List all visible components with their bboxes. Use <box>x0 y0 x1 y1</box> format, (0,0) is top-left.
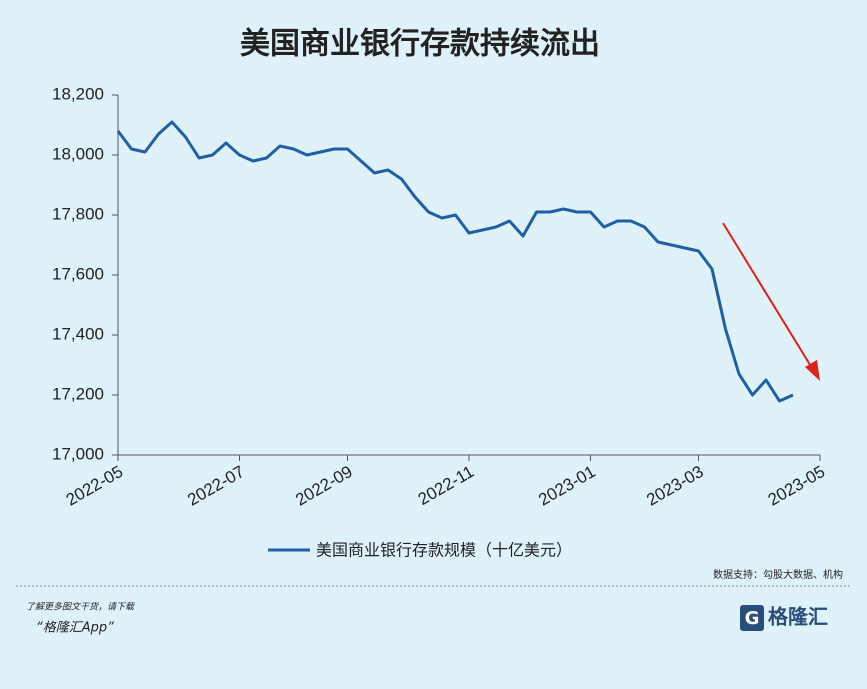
footer-app: “格隆汇App” <box>36 621 114 636</box>
series-line <box>116 120 794 403</box>
y-tick-label: 17,800 <box>52 204 104 223</box>
trend-arrow <box>722 222 813 369</box>
x-tick-label: 2023-05 <box>765 462 829 510</box>
y-tick-label: 17,600 <box>52 264 104 283</box>
y-tick-label: 18,200 <box>52 84 104 103</box>
x-tick-label: 2022-11 <box>415 462 477 509</box>
y-tick-label: 18,000 <box>52 144 104 163</box>
source: 数据支持：勾股大数据、机构 <box>713 568 843 581</box>
y-tick-label: 17,200 <box>52 384 104 403</box>
chart-title: 美国商业银行存款持续流出 <box>240 27 600 62</box>
logo-icon-letter: G <box>745 608 760 629</box>
x-tick-label: 2023-01 <box>535 462 599 510</box>
y-tick-label: 17,400 <box>52 324 104 343</box>
logo-icon <box>740 605 764 631</box>
x-tick-label: 2023-03 <box>643 462 707 510</box>
footer-text: 了解更多图文干货，请下载 <box>26 602 135 613</box>
trend-arrow-head <box>805 360 820 381</box>
x-tick-label: 2022-09 <box>292 462 356 510</box>
logo-brand: 格隆汇 <box>768 605 828 629</box>
legend-label: 美国商业银行存款规模（十亿美元） <box>316 541 572 560</box>
y-tick-label: 17,000 <box>52 444 104 463</box>
x-tick-label: 2022-07 <box>184 462 248 510</box>
x-tick-label: 2022-05 <box>63 462 127 510</box>
